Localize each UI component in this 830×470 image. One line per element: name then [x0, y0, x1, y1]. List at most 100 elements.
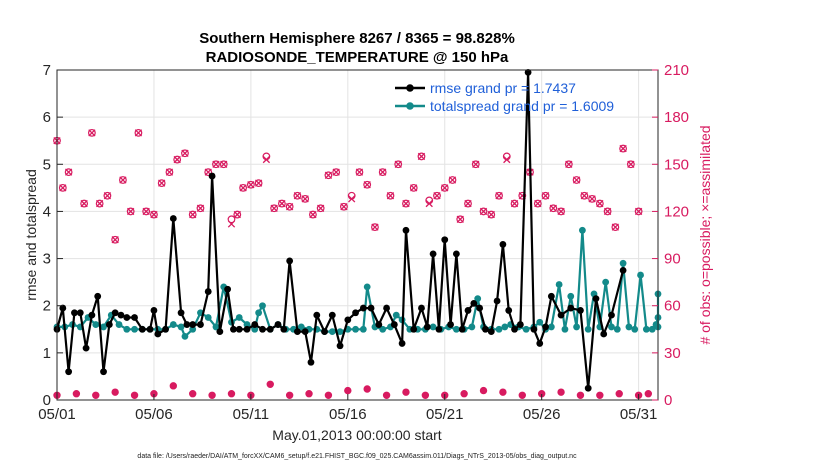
obs-assimilated-marker	[173, 155, 181, 164]
obs-assimilated-marker	[317, 204, 325, 212]
totalspread-point	[619, 259, 627, 267]
obs-assimilated-marker	[285, 203, 294, 211]
totalspread-point	[555, 281, 563, 288]
rmse-point	[352, 309, 359, 317]
obs-possible-marker	[386, 191, 395, 200]
obs-low-marker	[285, 391, 294, 399]
obs-possible-marker	[196, 204, 205, 213]
totalspread-point	[235, 314, 243, 321]
rmse-point	[398, 340, 406, 347]
obs-possible-marker	[518, 191, 527, 200]
obs-assimilated-stroke	[634, 207, 643, 216]
obs-possible-marker	[409, 183, 418, 192]
obs-assimilated-marker	[464, 199, 472, 208]
rmse-point	[204, 288, 212, 295]
x-tick-label: 05/16	[329, 406, 367, 423]
rmse-point	[313, 311, 321, 319]
rmse-point	[390, 321, 398, 328]
obs-possible-marker	[440, 183, 449, 192]
obs-assimilated-marker	[386, 192, 395, 200]
obs-possible-marker	[277, 199, 286, 208]
obs-low-marker	[363, 385, 371, 393]
totalspread-point	[613, 325, 621, 333]
rmse-point	[154, 330, 162, 338]
obs-assimilated-marker	[394, 160, 402, 168]
rmse-point	[138, 325, 146, 333]
obs-assimilated-marker	[142, 207, 150, 216]
obs-possible-marker	[588, 194, 596, 203]
obs-assimilated-marker	[158, 179, 166, 187]
rmse-point	[224, 285, 232, 293]
obs-assimilated-stroke	[332, 168, 340, 176]
obs-assimilated-stroke	[565, 160, 573, 168]
rmse-point	[280, 325, 288, 333]
rmse-point	[301, 328, 309, 336]
obs-assimilated-stroke	[142, 207, 150, 216]
obs-assimilated-stroke	[80, 199, 88, 208]
x-tick-label: 05/26	[523, 406, 561, 423]
obs-assimilated-stroke	[472, 160, 480, 168]
obs-low-marker	[266, 380, 274, 388]
obs-assimilated-marker	[549, 204, 557, 212]
obs-possible-marker	[340, 202, 348, 211]
obs-assimilated-stroke	[425, 199, 433, 208]
obs-possible-marker	[332, 168, 341, 177]
rmse-point	[235, 325, 243, 333]
obs-low-marker	[72, 390, 81, 398]
rmse-point	[511, 325, 518, 333]
obs-possible-marker	[433, 191, 441, 200]
obs-possible-marker	[142, 207, 151, 216]
obs-assimilated-marker	[619, 144, 627, 153]
obs-assimilated-marker	[324, 171, 333, 179]
obs-assimilated-stroke	[603, 207, 612, 216]
y2-tick-label: 60	[664, 298, 681, 315]
obs-assimilated-marker	[363, 181, 371, 189]
totalspread-point	[131, 325, 138, 333]
obs-possible-marker	[378, 168, 387, 177]
rmse-point	[410, 325, 418, 333]
obs-possible-marker	[471, 160, 480, 169]
obs-low-marker	[615, 390, 623, 398]
obs-assimilated-stroke	[278, 199, 286, 208]
totalspread-point	[328, 328, 336, 336]
obs-possible-marker	[204, 168, 213, 177]
obs-assimilated-marker	[59, 184, 67, 192]
obs-possible-marker	[119, 176, 127, 184]
obs-assimilated-stroke	[557, 207, 565, 216]
obs-possible-marker	[95, 199, 104, 208]
obs-assimilated-marker	[627, 160, 635, 168]
rmse-point	[344, 316, 352, 324]
obs-possible-marker	[487, 210, 496, 219]
obs-possible-marker	[233, 210, 242, 219]
rmse-point	[592, 295, 600, 303]
totalspread-point	[648, 325, 656, 333]
rmse-point	[557, 311, 565, 319]
totalspread-point	[561, 325, 569, 333]
y-tick-label: 1	[43, 345, 51, 362]
obs-low-marker	[557, 388, 565, 396]
totalspread-point	[255, 309, 263, 317]
obs-assimilated-marker	[417, 152, 426, 161]
rmse-point	[608, 311, 615, 319]
rmse-point	[383, 304, 390, 312]
obs-possible-marker	[212, 160, 220, 169]
obs-assimilated-stroke	[95, 199, 104, 208]
obs-assimilated-stroke	[220, 160, 228, 168]
obs-assimilated-stroke	[239, 184, 247, 192]
rmse-point	[197, 321, 204, 328]
obs-assimilated-stroke	[227, 220, 236, 228]
obs-assimilated-stroke	[464, 199, 472, 208]
totalspread-point	[177, 323, 185, 331]
obs-assimilated-stroke	[317, 204, 325, 212]
obs-assimilated-marker	[278, 199, 286, 208]
totalspread-point	[573, 323, 580, 331]
obs-assimilated-stroke	[134, 129, 143, 137]
legend-rmse-marker	[406, 84, 414, 92]
totalspread-point	[181, 332, 189, 340]
obs-possible-marker	[595, 199, 604, 208]
obs-possible-marker	[239, 183, 248, 192]
totalspread-point	[359, 325, 367, 333]
rmse-point	[418, 304, 425, 312]
rmse-point	[536, 340, 544, 347]
totalspread-point	[631, 325, 639, 333]
